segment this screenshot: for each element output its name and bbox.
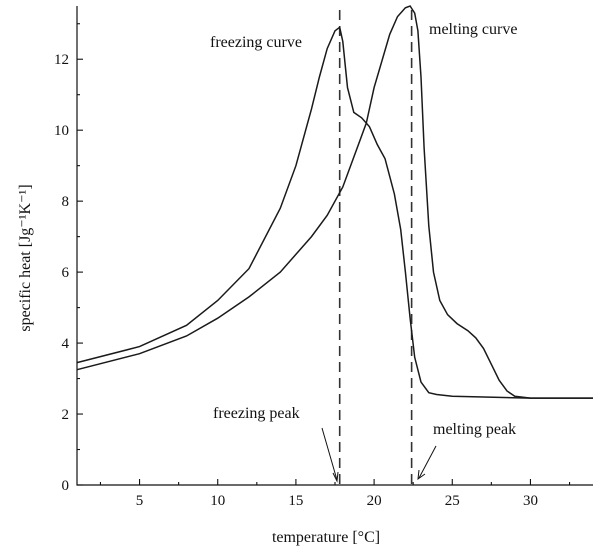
x-tick-label: 15 bbox=[288, 493, 303, 509]
y-tick-label: 8 bbox=[62, 194, 70, 210]
series-line-melting bbox=[76, 5, 593, 399]
freezing-curve-label: freezing curve bbox=[210, 34, 302, 51]
x-tick-label: 10 bbox=[210, 493, 225, 509]
plot-lines bbox=[76, 5, 593, 485]
axes bbox=[76, 6, 593, 486]
freezing-peak-arrow bbox=[321, 427, 339, 483]
melting-peak-label: melting peak bbox=[433, 421, 516, 438]
x-tick-label: 30 bbox=[523, 493, 538, 509]
x-tick-label: 25 bbox=[445, 493, 460, 509]
freezing-peak-label: freezing peak bbox=[213, 405, 300, 422]
x-tick-label: 5 bbox=[136, 493, 144, 509]
y-tick-label: 4 bbox=[62, 336, 70, 352]
series-line-freezing bbox=[76, 26, 593, 399]
y-tick-label: 2 bbox=[62, 407, 70, 423]
y-tick-label: 0 bbox=[62, 478, 70, 494]
melting-peak-arrow bbox=[417, 445, 437, 481]
ticks: 0 2 4 6 8 10 12 5 10 15 20 25 30 bbox=[54, 23, 571, 509]
y-tick-label: 12 bbox=[54, 52, 69, 68]
melting-curve-label: melting curve bbox=[429, 21, 517, 38]
y-tick-label: 10 bbox=[54, 123, 69, 139]
x-tick-label: 20 bbox=[367, 493, 382, 509]
y-tick-label: 6 bbox=[62, 265, 70, 281]
axis-frame bbox=[76, 6, 593, 486]
y-axis-title: specific heat [Jg⁻¹K⁻¹] bbox=[17, 184, 34, 331]
x-axis-title: temperature [°C] bbox=[272, 529, 380, 546]
